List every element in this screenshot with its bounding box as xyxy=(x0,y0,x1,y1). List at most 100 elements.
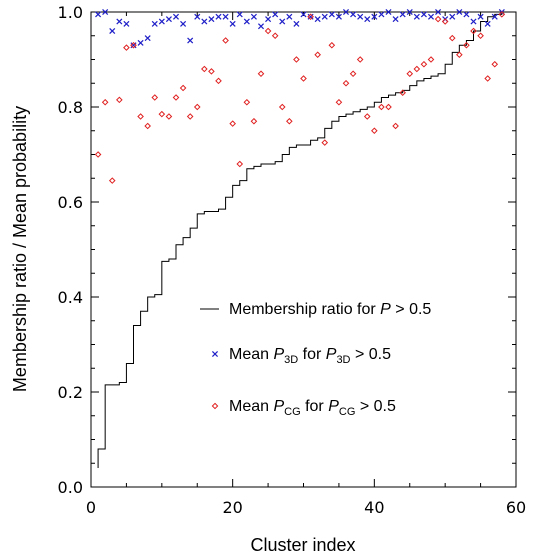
pcg-point xyxy=(427,56,435,63)
p3d-point xyxy=(172,13,180,20)
p3d-point xyxy=(293,20,300,27)
p3d-point xyxy=(222,13,229,20)
p3d-point xyxy=(165,16,172,23)
p3d-point xyxy=(180,20,187,27)
pcg-point xyxy=(278,103,286,111)
p3d-point xyxy=(378,11,385,18)
p3d-point xyxy=(350,11,357,18)
p3d-point xyxy=(491,13,498,20)
p3d-point xyxy=(208,16,215,23)
p3d-point xyxy=(229,20,236,27)
p3d-point xyxy=(385,8,392,16)
y-tick-label: 0.2 xyxy=(58,383,83,402)
pcg-point xyxy=(356,56,364,63)
p3d-point xyxy=(364,16,371,23)
pcg-point xyxy=(179,84,187,92)
p3d-point xyxy=(470,18,477,25)
x-tick-label: 20 xyxy=(222,498,242,517)
pcg-point xyxy=(300,75,307,82)
pcg-point xyxy=(420,60,428,68)
legend-x-marker xyxy=(211,350,219,358)
legend: Membership ratio for P > 0.5 Mean P3D for… xyxy=(200,301,431,418)
p3d-point xyxy=(314,16,321,23)
axis-tick-labels: 0 20 40 60 0.0 0.2 0.4 0.6 0.8 1.0 xyxy=(58,3,527,517)
p3d-point xyxy=(137,39,144,46)
legend-label: Mean PCG for PCG > 0.5 xyxy=(229,398,396,418)
pcg-point xyxy=(328,41,336,49)
p3d-point xyxy=(449,13,456,20)
p3d-point xyxy=(194,13,201,20)
p3d-point xyxy=(257,23,265,30)
pcg-point xyxy=(321,139,329,146)
pcg-point xyxy=(201,65,208,73)
p3d-point xyxy=(392,16,399,23)
pcg-point xyxy=(151,94,159,101)
p3d-point xyxy=(406,8,413,16)
pcg-point xyxy=(456,51,463,59)
p3d-point xyxy=(151,20,158,27)
p3d-point xyxy=(477,13,484,20)
pcg-point xyxy=(222,37,229,44)
p3d-point xyxy=(456,8,463,16)
legend-label: Mean P3D for P3D > 0.5 xyxy=(229,346,391,366)
p3d-point xyxy=(109,27,116,35)
data-marks xyxy=(94,8,506,468)
legend-label: Membership ratio for P > 0.5 xyxy=(229,301,431,318)
y-tick-label: 0.8 xyxy=(58,98,83,117)
p3d-point xyxy=(335,13,342,20)
pcg-point xyxy=(193,103,201,111)
pcg-point xyxy=(108,177,116,184)
legend-diamond-marker xyxy=(211,402,219,410)
pcg-point xyxy=(229,120,236,127)
x-axis-label: Cluster index xyxy=(250,535,355,555)
p3d-point xyxy=(300,11,307,18)
pcg-point xyxy=(286,117,293,125)
p3d-point xyxy=(123,20,130,27)
pcg-point xyxy=(441,18,449,25)
y-axis-label: Membership ratio / Mean probability xyxy=(10,106,30,392)
pcg-point xyxy=(498,11,506,18)
p3d-point xyxy=(371,13,378,20)
pcg-point xyxy=(434,15,442,23)
pcg-point xyxy=(123,44,130,51)
pcg-point xyxy=(349,70,357,78)
pcg-point xyxy=(406,70,414,78)
p3d-point xyxy=(272,11,279,18)
p3d-point xyxy=(158,18,165,25)
p3d-point xyxy=(102,8,109,16)
p3d-point xyxy=(307,13,314,20)
x-tick-label: 0 xyxy=(86,498,96,517)
p3d-point xyxy=(236,11,243,18)
x-tick-label: 40 xyxy=(364,498,384,517)
pcg-point xyxy=(116,96,123,104)
p3d-point xyxy=(342,8,350,16)
p3d-point xyxy=(279,18,286,25)
p3d-point xyxy=(130,42,137,49)
pcg-point xyxy=(335,98,343,106)
p3d-point xyxy=(328,11,335,18)
p3d-point xyxy=(144,35,151,42)
p3d-point xyxy=(427,13,435,20)
membership-ratio-step-line xyxy=(97,12,503,468)
y-tick-label: 0.4 xyxy=(58,288,83,307)
pcg-point xyxy=(385,103,392,111)
pcg-point xyxy=(101,98,109,106)
pcg-point xyxy=(158,110,166,118)
pcg-point xyxy=(130,41,137,49)
pcg-point xyxy=(257,70,265,78)
pcg-point xyxy=(94,151,102,158)
p3d-point xyxy=(484,20,491,27)
p3d-point xyxy=(187,37,194,44)
pcg-point xyxy=(484,75,491,82)
p3d-point xyxy=(286,13,293,20)
x-tick-label: 60 xyxy=(506,498,526,517)
pcg-point xyxy=(477,32,484,40)
pcg-point xyxy=(243,98,251,106)
pcg-point xyxy=(413,65,421,73)
pcg-point xyxy=(371,127,378,135)
pcg-point xyxy=(208,68,215,75)
y-tick-label: 0.6 xyxy=(58,193,83,212)
p3d-point xyxy=(116,18,123,25)
pcg-point xyxy=(165,113,173,120)
